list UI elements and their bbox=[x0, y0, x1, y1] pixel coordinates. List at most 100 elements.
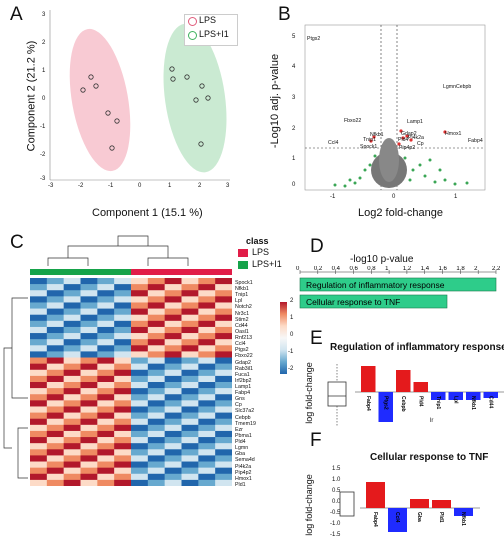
heatmap-cell bbox=[30, 326, 48, 334]
e-boxplot bbox=[327, 364, 347, 426]
heatmap-cell bbox=[97, 345, 115, 352]
heatmap-cell bbox=[63, 284, 81, 291]
heatmap-cell bbox=[80, 345, 98, 352]
scale-tick: 0 bbox=[290, 332, 294, 338]
heatmap-gene-label: Stim2 bbox=[235, 316, 249, 323]
heatmap-cell bbox=[147, 412, 165, 420]
heatmap-cell bbox=[198, 351, 216, 358]
heatmap-cell bbox=[97, 424, 115, 432]
heatmap-cell bbox=[131, 400, 149, 407]
bar-label: Fabp4 bbox=[372, 512, 378, 527]
heatmap-cell bbox=[114, 339, 132, 346]
heatmap-cell bbox=[80, 437, 98, 444]
heatmap-cell bbox=[97, 326, 115, 334]
heatmap-cell bbox=[63, 308, 81, 316]
heatmap-cell bbox=[46, 314, 64, 322]
heatmap-cell bbox=[164, 314, 182, 322]
heatmap-gene-label: Sema4d bbox=[235, 457, 255, 464]
heatmap-cell bbox=[46, 333, 64, 340]
heatmap-cell bbox=[97, 302, 115, 309]
heatmap-cell bbox=[63, 345, 81, 352]
heatmap-cell bbox=[215, 290, 232, 297]
pca-xticks: -3 -2 -1 0 1 2 3 bbox=[48, 183, 233, 191]
heatmap-cell bbox=[164, 326, 182, 334]
heatmap-cell bbox=[46, 339, 64, 346]
bar-label: Gba bbox=[416, 512, 422, 522]
heatmap-cell bbox=[164, 363, 182, 371]
heatmap-cell bbox=[181, 424, 199, 432]
pca-legend: LPS LPS+I1 bbox=[184, 14, 238, 46]
heatmap-cell bbox=[215, 473, 232, 481]
gene-label: LgmnCebpb bbox=[443, 84, 471, 90]
heatmap-cell bbox=[198, 339, 216, 346]
heatmap-cell bbox=[131, 284, 149, 291]
heatmap-cell bbox=[46, 430, 64, 438]
heatmap-cell bbox=[181, 345, 199, 352]
heatmap-cell bbox=[181, 418, 199, 426]
bar bbox=[483, 392, 498, 398]
heatmap-cell bbox=[63, 455, 81, 462]
panel-letter-c: C bbox=[10, 232, 24, 253]
heatmap-gene-label: Pip4p2 bbox=[235, 469, 252, 476]
heatmap-cell bbox=[147, 369, 165, 377]
heatmap-gene-label: Pi4k2a bbox=[235, 463, 252, 470]
pca-ytick: 3 bbox=[42, 12, 46, 18]
heatmap-cell bbox=[164, 473, 182, 481]
heatmap-cell bbox=[46, 302, 64, 309]
heatmap-cell bbox=[164, 388, 182, 395]
heatmap-cell bbox=[215, 363, 232, 371]
bar-label: Tnip1 bbox=[435, 396, 441, 410]
heatmap-gene-label: Gdap2 bbox=[235, 359, 251, 366]
heatmap-cell bbox=[63, 479, 81, 486]
heatmap-cell bbox=[114, 345, 132, 352]
gene-label: Tnip1 bbox=[363, 137, 376, 143]
heatmap-cell bbox=[131, 308, 149, 316]
heatmap-cell bbox=[97, 443, 115, 450]
heatmap-cell bbox=[198, 290, 216, 297]
heatmap-cell bbox=[63, 290, 81, 297]
heatmap-cell bbox=[215, 333, 232, 340]
heatmap-gene-label: Lgmn bbox=[235, 445, 249, 452]
gene-label: Ccl4 bbox=[328, 140, 338, 146]
volcano-yticks: 5 4 3 2 1 0 bbox=[292, 22, 300, 192]
pca-xtick: 0 bbox=[138, 183, 142, 189]
heatmap-cell bbox=[164, 455, 182, 462]
legend-lps-i1-label: LPS+I1 bbox=[199, 29, 229, 39]
heatmap-cell bbox=[131, 382, 149, 389]
pca-plot bbox=[49, 10, 230, 181]
heatmap-cell bbox=[114, 455, 132, 462]
heatmap-cell bbox=[80, 406, 98, 413]
class-bar-lps bbox=[131, 269, 232, 275]
heatmap-cell bbox=[46, 290, 64, 297]
heatmap-cell bbox=[114, 296, 132, 303]
heatmap-cell bbox=[131, 296, 149, 303]
heatmap-cell bbox=[80, 394, 98, 401]
heatmap-cell bbox=[114, 351, 132, 358]
heatmap-legend-title: class bbox=[246, 236, 269, 246]
heatmap-cell bbox=[114, 430, 132, 438]
heatmap-cell bbox=[114, 418, 132, 426]
heatmap-cell bbox=[46, 382, 64, 389]
heatmap-cell bbox=[181, 314, 199, 322]
heatmap-cell bbox=[63, 339, 81, 346]
heatmap-cell bbox=[114, 308, 132, 316]
heatmap-cell bbox=[97, 320, 115, 328]
heatmap-cell bbox=[46, 308, 64, 316]
heatmap-cell bbox=[46, 412, 64, 420]
heatmap-gene-labels: Spock1 Nfkb1 Tnip1 Lpl Notch2 Nr3c1 Stim2 Cd44 O… bbox=[235, 280, 275, 490]
heatmap-cell bbox=[198, 449, 216, 456]
heatmap-gene-label: Tnip1 bbox=[235, 292, 249, 299]
heatmap-cell bbox=[30, 394, 48, 401]
heatmap-cell bbox=[30, 278, 48, 285]
f-ylabel: log fold-change bbox=[303, 474, 314, 536]
heatmap-cell bbox=[181, 455, 199, 462]
d-bar-label: Regulation of inflammatory response bbox=[306, 280, 445, 290]
legend-lps-label: LPS bbox=[199, 15, 217, 25]
heatmap-cell bbox=[131, 473, 149, 481]
heatmap-cell bbox=[63, 418, 81, 426]
heatmap-cell bbox=[114, 320, 132, 328]
heatmap-cell bbox=[46, 418, 64, 426]
heatmap-cell bbox=[147, 314, 165, 322]
bar bbox=[454, 508, 473, 516]
heatmap-cell bbox=[114, 278, 132, 285]
